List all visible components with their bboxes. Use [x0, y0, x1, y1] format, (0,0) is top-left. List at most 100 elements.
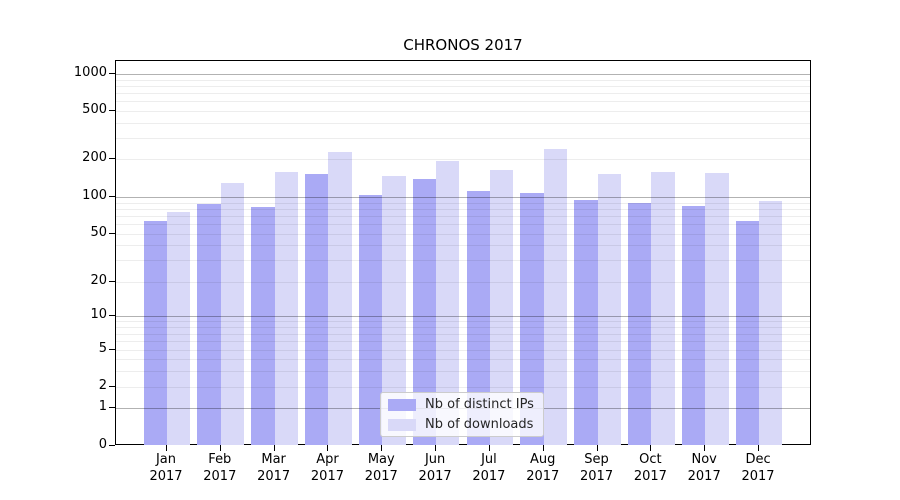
x-axis-label-apr: Apr 2017: [295, 451, 359, 485]
bar-downloads-aug: [543, 149, 568, 446]
gridline-minor: [116, 93, 810, 95]
x-axis-label-oct: Oct 2017: [618, 451, 682, 485]
x-axis-label-dec: Dec 2017: [726, 451, 790, 485]
x-tick-mark: [542, 445, 544, 451]
bar-downloads-oct: [651, 172, 675, 446]
x-axis-label-aug: Aug 2017: [511, 451, 575, 485]
y-axis-tick-label: 10: [90, 307, 107, 322]
x-tick-mark: [327, 445, 329, 451]
gridline-minor: [116, 281, 810, 283]
y-tick-mark: [109, 407, 115, 409]
x-tick-mark: [758, 445, 760, 451]
x-axis-label-month: Feb: [208, 452, 232, 467]
x-axis-label-month: May: [367, 452, 395, 467]
x-axis-label-month: Jan: [155, 452, 177, 467]
bar-distinct-ips-nov: [681, 206, 706, 446]
gridline-minor: [116, 202, 810, 204]
y-tick-mark: [109, 280, 115, 282]
x-tick-mark: [488, 445, 490, 451]
bar-distinct-ips-feb: [197, 203, 221, 446]
gridline-minor: [116, 370, 810, 372]
y-tick-mark: [109, 110, 115, 111]
x-axis-label-month: Nov: [691, 452, 717, 467]
y-axis-tick-label: 1: [98, 399, 107, 415]
gridline-major: [116, 316, 810, 317]
gridline-minor: [116, 79, 810, 81]
x-axis-label-month: Jun: [424, 452, 446, 467]
y-axis-tick-label: 0: [98, 436, 107, 452]
x-tick-mark: [435, 445, 437, 451]
y-axis-tick-label: 200: [82, 150, 107, 166]
x-tick-mark: [650, 445, 652, 451]
bar-downloads-jun: [436, 160, 460, 446]
x-axis-label-year: 2017: [472, 469, 506, 484]
plot-area: [115, 60, 811, 446]
gridline-minor: [116, 159, 810, 161]
x-axis-label-mar: Mar 2017: [242, 451, 306, 485]
x-axis-label-month: Mar: [261, 452, 286, 467]
x-axis-label-may: May 2017: [349, 451, 413, 485]
gridline-minor: [116, 122, 810, 124]
y-tick-mark: [109, 232, 115, 234]
x-axis-label-year: 2017: [687, 469, 721, 484]
x-axis-label-month: Sep: [584, 452, 609, 467]
x-axis-label-year: 2017: [741, 469, 775, 484]
y-tick-mark: [109, 73, 115, 75]
bar-downloads-jan: [167, 211, 191, 446]
x-axis-label-sep: Sep 2017: [565, 451, 629, 485]
bar-downloads-jul: [489, 170, 514, 446]
bar-distinct-ips-jun: [412, 179, 437, 446]
y-tick-mark: [109, 386, 115, 387]
gridline-minor: [116, 245, 810, 247]
x-axis-label-year: 2017: [526, 469, 560, 484]
bar-downloads-feb: [220, 183, 245, 446]
x-axis-label-year: 2017: [364, 469, 398, 484]
bar-distinct-ips-jan: [143, 220, 167, 446]
gridline-major: [116, 197, 810, 198]
bar-distinct-ips-may: [358, 194, 383, 446]
bar-distinct-ips-oct: [627, 202, 652, 446]
x-axis-label-year: 2017: [203, 469, 237, 484]
y-axis-tick-label: 20: [90, 272, 107, 288]
x-tick-mark: [381, 445, 383, 451]
plot-canvas: [116, 61, 810, 446]
x-axis-label-year: 2017: [580, 469, 614, 484]
legend-label-downloads: Nb of downloads: [425, 417, 534, 432]
x-axis-label-year: 2017: [257, 469, 291, 484]
bar-downloads-sep: [597, 173, 621, 446]
y-tick-mark: [109, 349, 115, 351]
x-axis-label-year: 2017: [149, 469, 183, 484]
gridline-minor: [116, 341, 810, 343]
legend-label-distinct-ips: Nb of distinct IPs: [425, 397, 534, 412]
x-axis-label-month: Apr: [316, 452, 339, 467]
x-axis-label-feb: Feb 2017: [188, 451, 252, 485]
gridline-minor: [116, 359, 810, 361]
legend: Nb of distinct IPs Nb of downloads: [380, 392, 544, 437]
x-axis-label-year: 2017: [633, 469, 667, 484]
gridline-minor: [116, 215, 810, 217]
gridline-minor: [116, 137, 810, 139]
x-axis-label-year: 2017: [310, 469, 344, 484]
bar-distinct-ips-dec: [735, 221, 759, 446]
gridline-minor: [116, 387, 810, 388]
y-axis-tick-label: 50: [90, 224, 107, 240]
bar-distinct-ips-sep: [574, 199, 598, 446]
bar-downloads-apr: [328, 151, 352, 446]
bar-downloads-mar: [274, 172, 299, 446]
y-axis-tick-label: 5: [98, 341, 107, 357]
gridline-minor: [116, 86, 810, 88]
x-tick-mark: [273, 445, 275, 451]
gridline-minor: [116, 333, 810, 335]
y-axis-tick-label: 2: [98, 378, 107, 393]
x-tick-mark: [596, 445, 598, 451]
x-tick-mark: [219, 445, 221, 451]
y-tick-mark: [109, 315, 115, 316]
x-axis-label-month: Dec: [745, 452, 771, 467]
gridline-minor: [116, 350, 810, 352]
gridline-minor: [116, 224, 810, 226]
bar-distinct-ips-jul: [466, 190, 490, 446]
y-axis-tick-label: 1000: [73, 65, 107, 81]
x-axis-label-year: 2017: [418, 469, 452, 484]
x-axis-label-month: Jul: [481, 452, 497, 467]
